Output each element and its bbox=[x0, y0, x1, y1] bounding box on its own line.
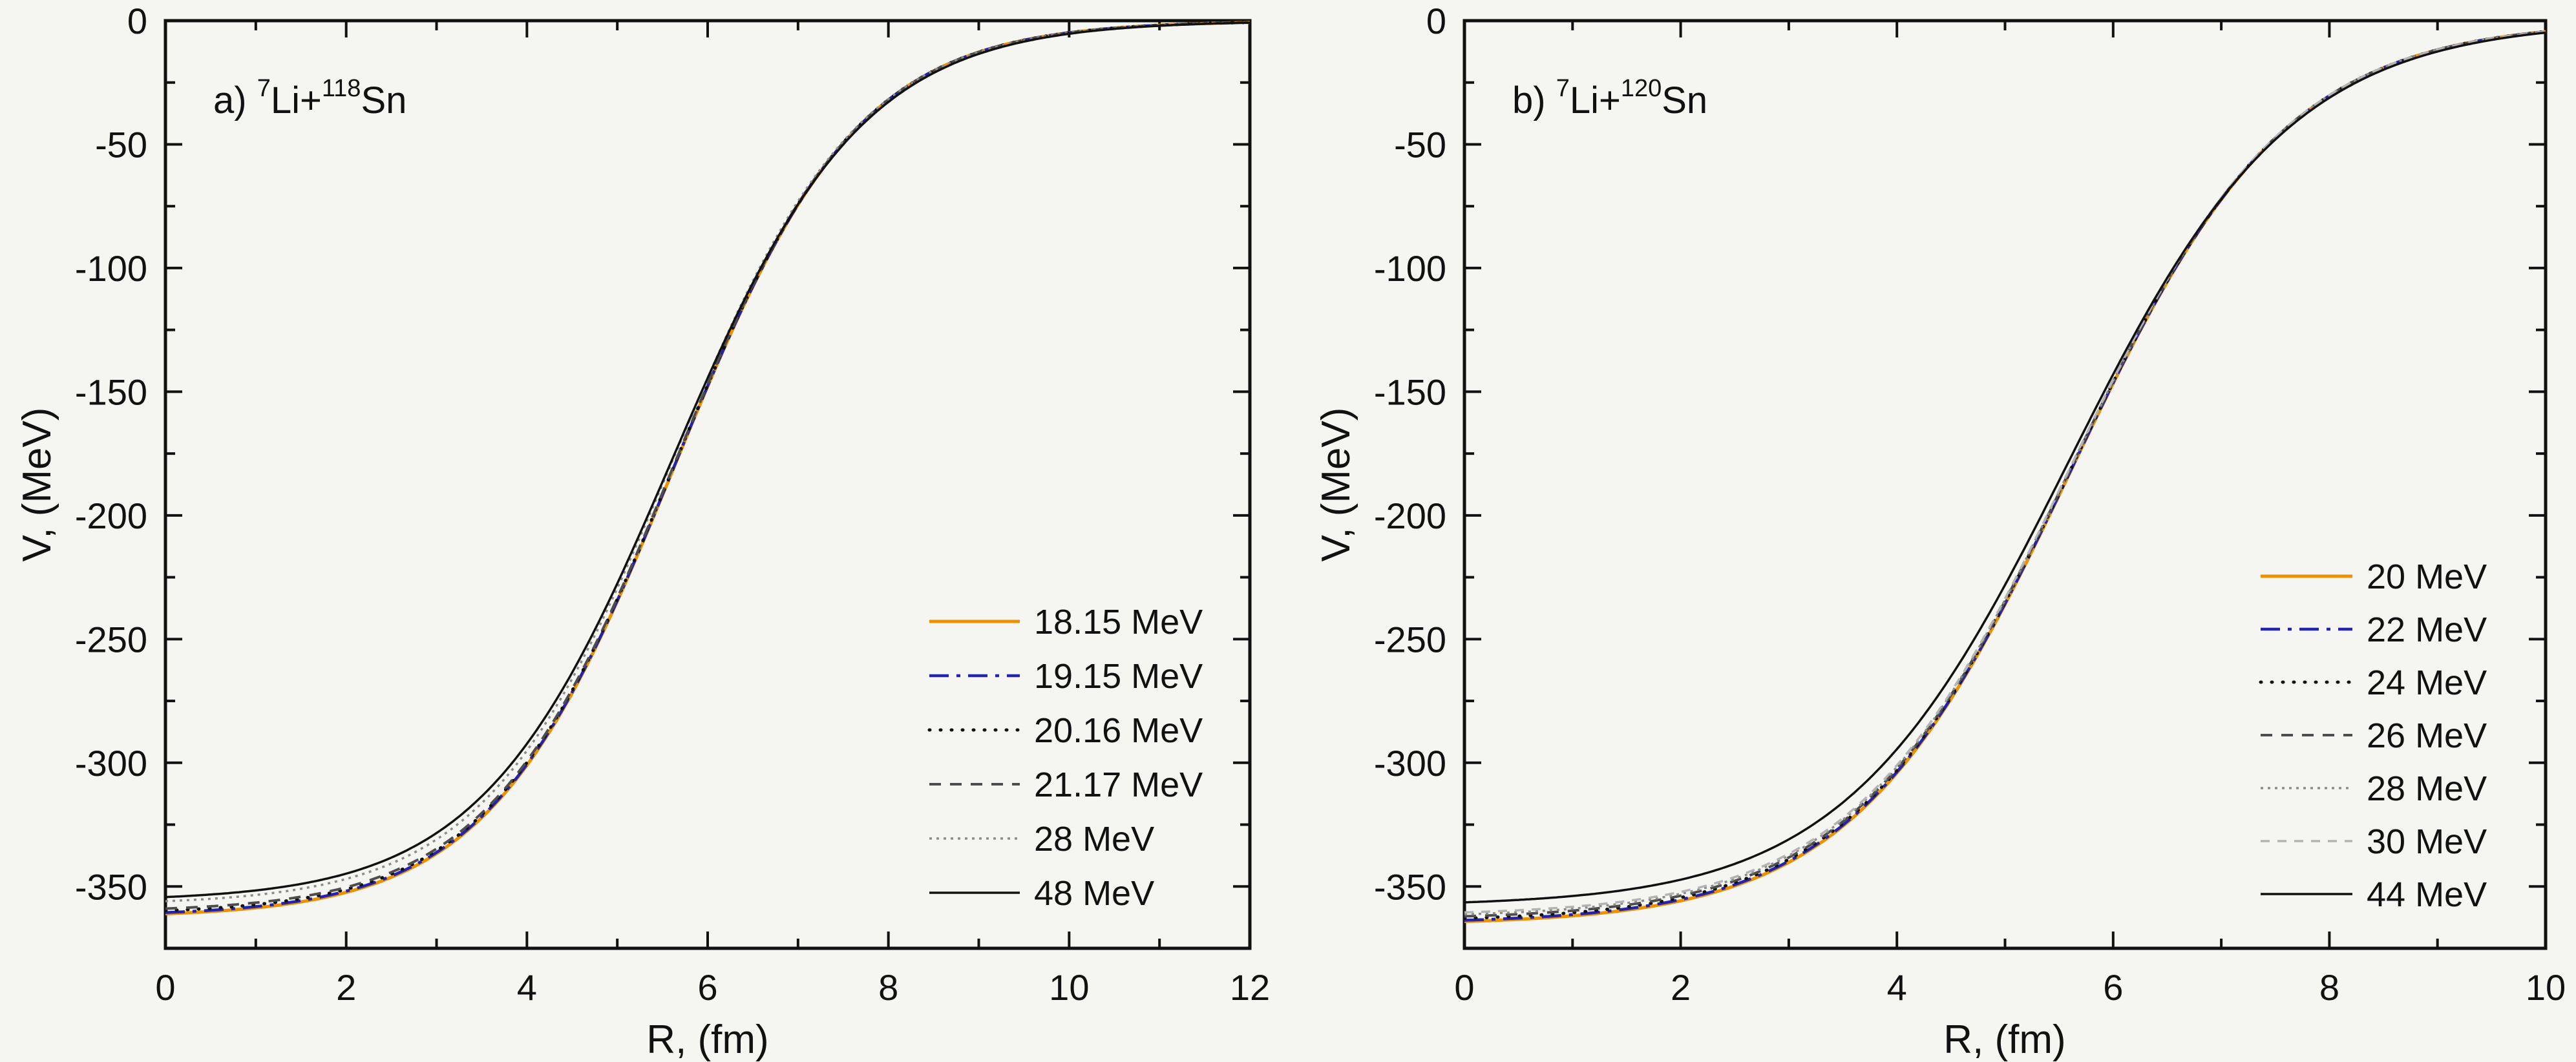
panel-a-legend-label: 48 MeV bbox=[1034, 874, 1154, 913]
panel-a-x-tick-label: 6 bbox=[697, 967, 717, 1008]
panel-b-y-tick-label: -150 bbox=[1374, 372, 1446, 413]
panel-b-legend-label: 26 MeV bbox=[2367, 716, 2487, 755]
panel-a-y-tick-label: -350 bbox=[75, 866, 147, 907]
panel-b-y-tick-label: 0 bbox=[1426, 1, 1446, 41]
panel-b-x-tick-label: 2 bbox=[1671, 967, 1691, 1008]
panel-b-x-tick-label: 10 bbox=[2526, 967, 2566, 1008]
panel-a-x-tick-label: 2 bbox=[336, 967, 356, 1008]
panel-b-legend-label: 22 MeV bbox=[2367, 610, 2487, 649]
panel-b-y-tick-label: -50 bbox=[1394, 125, 1446, 165]
panel-b-x-axis-label: R, (fm) bbox=[1943, 1017, 2065, 1062]
panel-b-x-tick-label: 8 bbox=[2319, 967, 2339, 1008]
panel-b-y-tick-label: -350 bbox=[1374, 866, 1446, 907]
panel-b-legend-label: 44 MeV bbox=[2367, 875, 2487, 914]
panel-b-x-tick-label: 4 bbox=[1887, 967, 1907, 1008]
panel-a-y-tick-label: -200 bbox=[75, 495, 147, 536]
panel-a-legend-label: 20.16 MeV bbox=[1034, 711, 1203, 750]
panel-a-x-tick-label: 12 bbox=[1230, 967, 1270, 1008]
panel-a-legend-label: 18.15 MeV bbox=[1034, 603, 1203, 641]
panel-a-x-tick-label: 4 bbox=[517, 967, 537, 1008]
panel-b-legend-label: 20 MeV bbox=[2367, 557, 2487, 596]
panel-a-legend-label: 28 MeV bbox=[1034, 820, 1154, 859]
panel-a-legend-label: 21.17 MeV bbox=[1034, 765, 1203, 804]
panel-a-y-tick-label: -250 bbox=[75, 619, 147, 660]
panel-b-x-tick-label: 0 bbox=[1454, 967, 1474, 1008]
panel-a-title: a) 7Li+118Sn bbox=[213, 75, 406, 121]
panel-b-y-axis-label: V, (MeV) bbox=[1314, 408, 1358, 562]
panel-b-y-tick-label: -100 bbox=[1374, 248, 1446, 289]
panel-b-title: b) 7Li+120Sn bbox=[1512, 75, 1707, 121]
panel-a-x-tick-label: 0 bbox=[155, 967, 175, 1008]
panel-a-x-tick-label: 8 bbox=[878, 967, 898, 1008]
panel-a-y-tick-label: -100 bbox=[75, 248, 147, 289]
panel-a-y-tick-label: 0 bbox=[127, 1, 147, 41]
panel-b-curve-30-MeV bbox=[1464, 30, 2546, 914]
panel-a-y-axis-label: V, (MeV) bbox=[15, 408, 59, 562]
panel-a-x-tick-label: 10 bbox=[1049, 967, 1089, 1008]
panel-a-y-tick-label: -150 bbox=[75, 372, 147, 413]
panel-a-legend-label: 19.15 MeV bbox=[1034, 657, 1203, 696]
panel-b-legend-label: 24 MeV bbox=[2367, 663, 2487, 702]
panel-a-y-tick-label: -50 bbox=[95, 125, 147, 165]
panel-a-axis-frame bbox=[164, 19, 1252, 950]
panel-a-curve-48-MeV bbox=[165, 21, 1251, 899]
panel-b-x-tick-label: 6 bbox=[2103, 967, 2123, 1008]
panel-b-legend-label: 28 MeV bbox=[2367, 769, 2487, 808]
panel-a-x-axis-label: R, (fm) bbox=[646, 1017, 768, 1062]
panel-b-y-tick-label: -250 bbox=[1374, 619, 1446, 660]
panel-b-curve-26-MeV bbox=[1464, 30, 2546, 918]
panel-a-y-tick-label: -300 bbox=[75, 743, 147, 784]
panel-b-y-tick-label: -300 bbox=[1374, 743, 1446, 784]
panel-b-y-tick-label: -200 bbox=[1374, 495, 1446, 536]
panel-b-legend-label: 30 MeV bbox=[2367, 822, 2487, 861]
panel-b-axis-frame bbox=[1462, 19, 2548, 950]
panel-b-curve-44-MeV bbox=[1464, 31, 2546, 904]
